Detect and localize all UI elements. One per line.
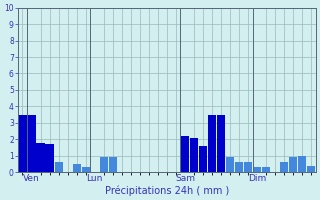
Bar: [100, 157, 108, 172]
Bar: [109, 157, 117, 172]
Bar: [298, 156, 306, 172]
Bar: [226, 157, 234, 172]
Bar: [199, 146, 207, 172]
Bar: [280, 162, 288, 172]
Bar: [289, 157, 297, 172]
Bar: [54, 162, 63, 172]
Bar: [235, 162, 243, 172]
Bar: [28, 115, 36, 172]
Bar: [244, 162, 252, 172]
Bar: [36, 143, 44, 172]
Bar: [19, 115, 27, 172]
Bar: [253, 167, 261, 172]
Bar: [45, 144, 54, 172]
Bar: [262, 167, 270, 172]
Bar: [190, 138, 198, 172]
Bar: [181, 136, 189, 172]
Bar: [82, 167, 90, 172]
X-axis label: Précipitations 24h ( mm ): Précipitations 24h ( mm ): [105, 185, 229, 196]
Bar: [217, 115, 225, 172]
Bar: [307, 166, 316, 172]
Bar: [73, 164, 81, 172]
Bar: [208, 115, 216, 172]
